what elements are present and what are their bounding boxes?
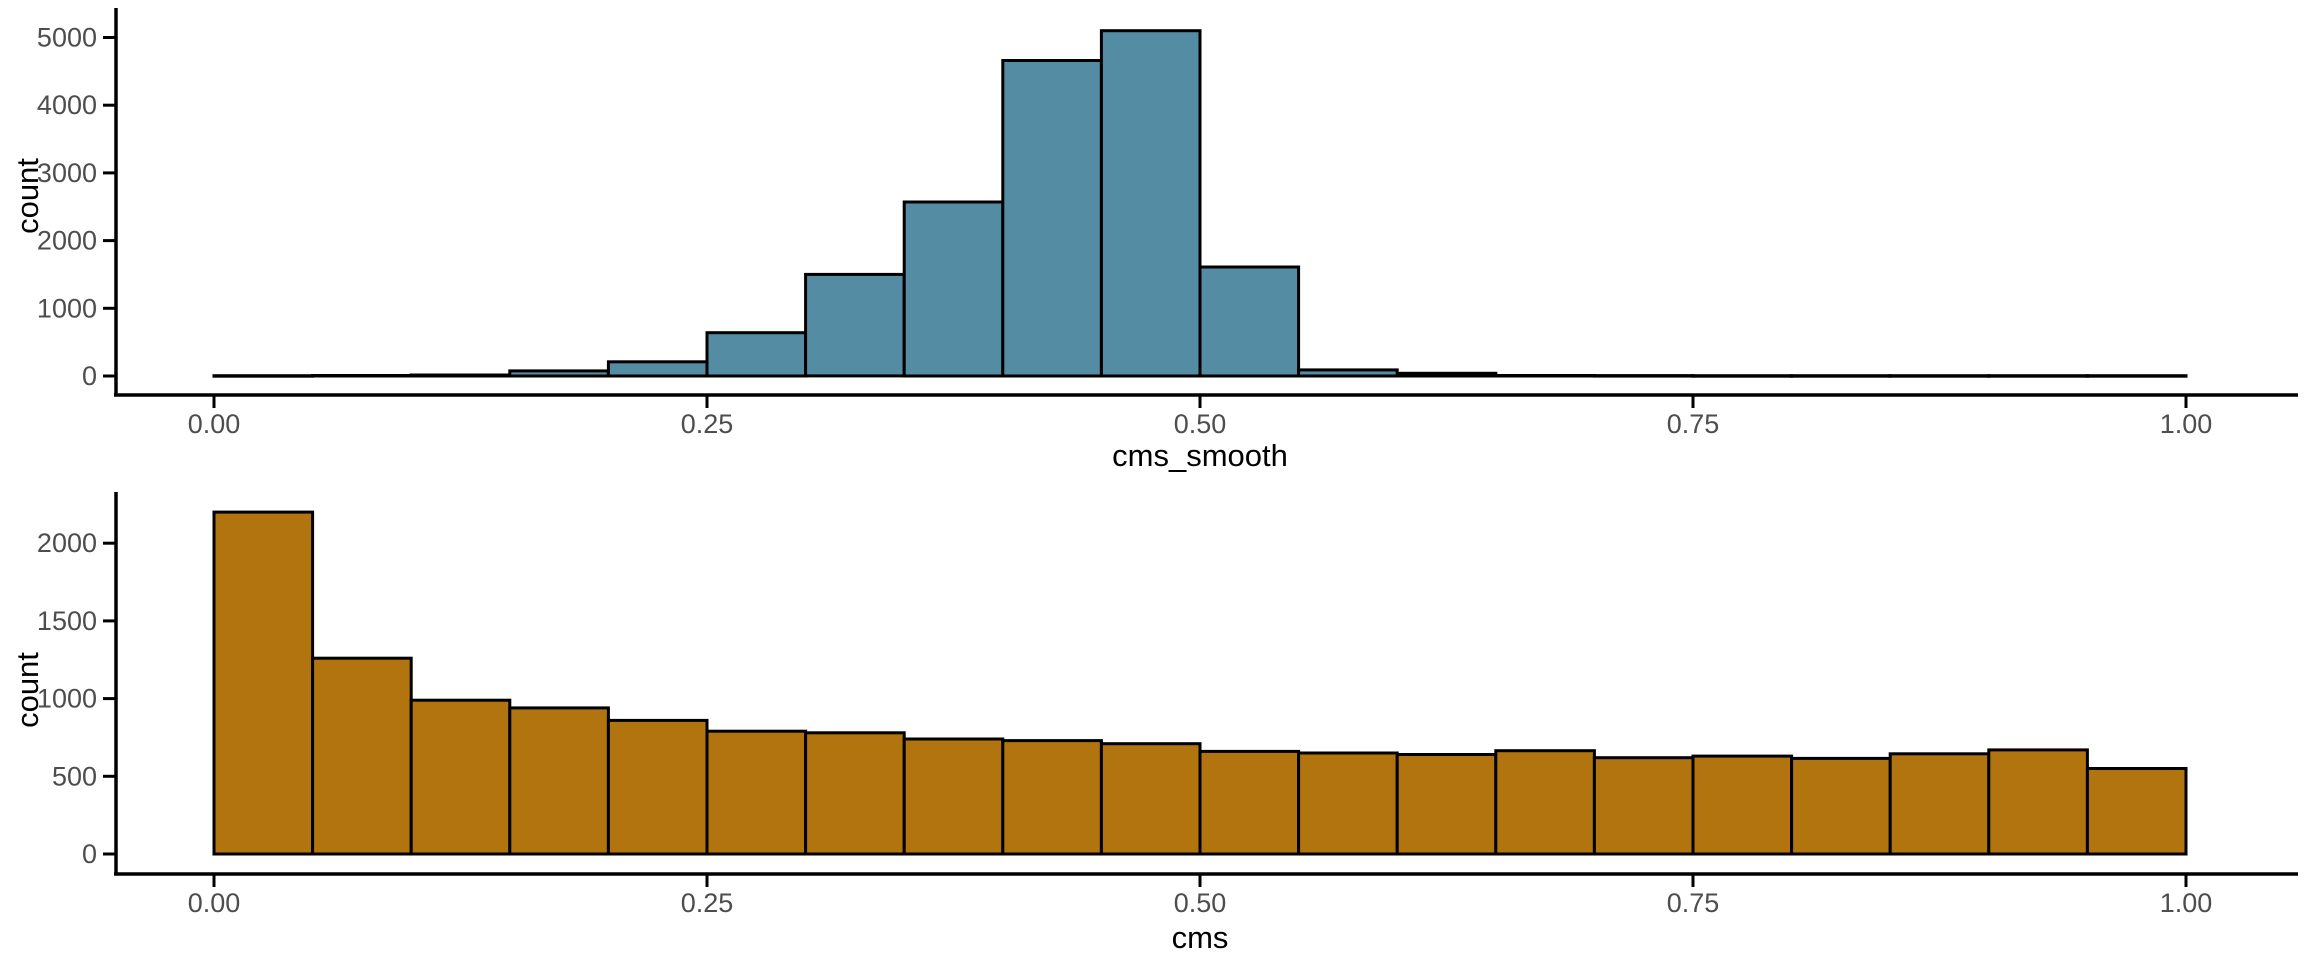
histogram-bar bbox=[1001, 59, 1103, 378]
histogram-bar bbox=[1297, 751, 1399, 856]
histogram-bar bbox=[606, 718, 709, 856]
histogram-bar bbox=[1888, 374, 1991, 378]
y-axis-title: count bbox=[10, 158, 45, 234]
histogram-bar bbox=[1001, 739, 1103, 856]
histogram-bar bbox=[212, 374, 315, 378]
histogram-bar bbox=[1099, 742, 1202, 856]
y-tick-label: 0 bbox=[82, 839, 97, 869]
histogram-bar bbox=[2085, 374, 2188, 378]
y-tick-label: 4000 bbox=[37, 90, 97, 120]
histogram-bar bbox=[1099, 29, 1202, 378]
x-axis-title: cms bbox=[1172, 920, 1229, 955]
y-tick-label: 1000 bbox=[37, 293, 97, 323]
histogram-bar bbox=[1198, 265, 1301, 378]
y-tick-label: 2000 bbox=[37, 226, 97, 256]
histogram-bar bbox=[902, 200, 1005, 378]
x-axis-title: cms_smooth bbox=[1112, 438, 1288, 473]
y-tick-label: 500 bbox=[52, 761, 97, 791]
histogram-bar bbox=[804, 731, 906, 856]
x-tick-label: 0.00 bbox=[188, 888, 241, 918]
y-tick-label: 0 bbox=[82, 361, 97, 391]
histogram-bar bbox=[311, 656, 413, 856]
x-tick-label: 1.00 bbox=[2160, 409, 2213, 439]
histogram-bar bbox=[1691, 374, 1794, 378]
x-tick-label: 0.50 bbox=[1174, 409, 1227, 439]
histogram-bar bbox=[1592, 756, 1695, 856]
bars-group bbox=[212, 29, 2188, 378]
bars-group bbox=[212, 510, 2188, 856]
histogram-bar bbox=[705, 729, 808, 856]
y-tick-label: 2000 bbox=[37, 528, 97, 558]
x-tick-label: 0.00 bbox=[188, 409, 241, 439]
histogram-bar bbox=[1395, 753, 1498, 856]
histogram-bar bbox=[1494, 374, 1596, 378]
histogram-bar bbox=[1790, 756, 1892, 856]
cms_smooth-histogram: 0.00 0.25 0.50 0.75 1.00 0 1000 2000 3000 4000 500… bbox=[10, 8, 2298, 473]
histogram-bar bbox=[1987, 374, 2089, 378]
y-tick-label: 1000 bbox=[37, 684, 97, 714]
histogram-bar bbox=[705, 331, 808, 378]
y-axis-title: count bbox=[10, 652, 45, 728]
y-tick-label: 5000 bbox=[37, 23, 97, 53]
histogram-bar bbox=[2085, 767, 2188, 856]
histogram-bar bbox=[212, 510, 315, 856]
histogram-bar bbox=[508, 706, 610, 856]
x-tick-label: 0.75 bbox=[1667, 888, 1720, 918]
histogram-bar bbox=[1691, 754, 1794, 856]
cms-histogram: 0.00 0.25 0.50 0.75 1.00 0 500 1000 1500 2000 cms c… bbox=[10, 492, 2298, 955]
histogram-bar bbox=[1592, 374, 1695, 378]
histogram-bar bbox=[311, 374, 413, 378]
y-tick-label: 3000 bbox=[37, 158, 97, 188]
histogram-bar bbox=[804, 272, 906, 378]
histogram-bar bbox=[1198, 749, 1301, 856]
x-tick-label: 0.50 bbox=[1174, 888, 1227, 918]
histogram-bar bbox=[1987, 748, 2089, 856]
x-tick-label: 1.00 bbox=[2160, 888, 2213, 918]
histogram-bar bbox=[1297, 368, 1399, 378]
histogram-bar bbox=[606, 360, 709, 378]
histogram-bar bbox=[902, 737, 1005, 856]
histogram-bar bbox=[1494, 749, 1596, 856]
histogram-bar bbox=[508, 369, 610, 378]
x-tick-label: 0.25 bbox=[681, 409, 734, 439]
y-tick-label: 1500 bbox=[37, 606, 97, 636]
x-tick-label: 0.75 bbox=[1667, 409, 1720, 439]
x-tick-label: 0.25 bbox=[681, 888, 734, 918]
histogram-bar bbox=[1888, 752, 1991, 856]
histogram-bar bbox=[409, 698, 512, 856]
histogram-bar bbox=[1395, 371, 1498, 378]
histogram-bar bbox=[409, 373, 512, 378]
histogram-bar bbox=[1790, 374, 1892, 378]
